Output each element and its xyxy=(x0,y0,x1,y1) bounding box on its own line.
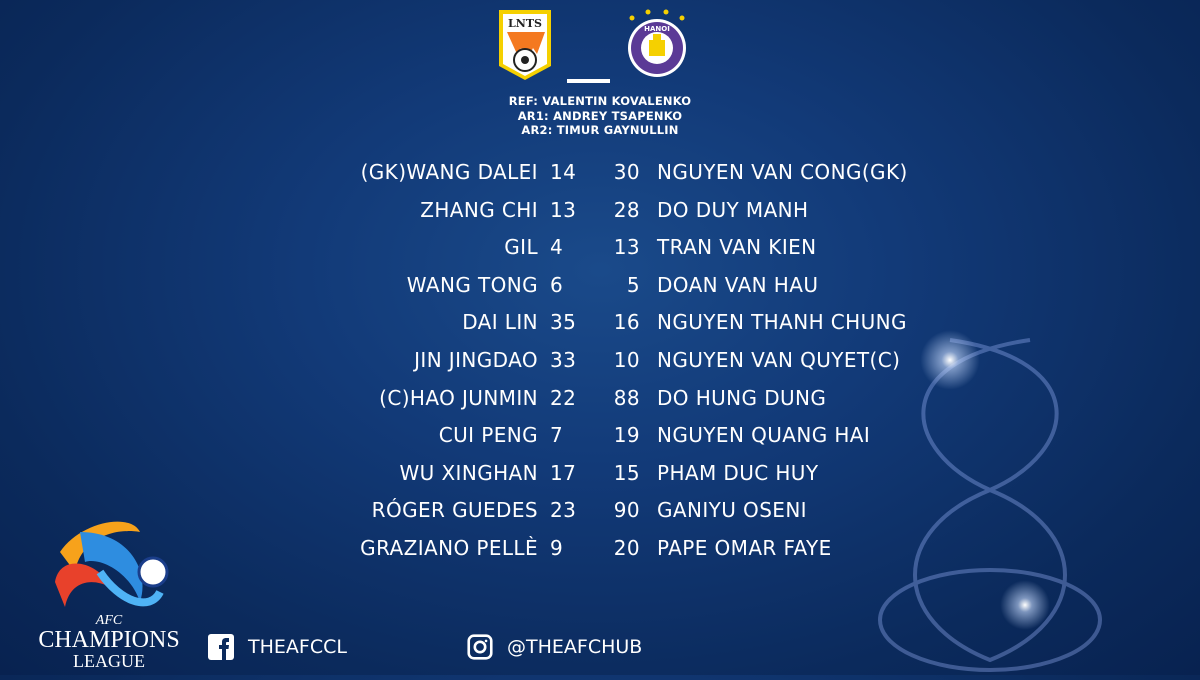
instagram-icon xyxy=(467,634,493,660)
away-player-name: PAPE OMAR FAYE xyxy=(657,536,832,560)
afc-champions-league-logo xyxy=(55,521,169,607)
away-player-number: 28 xyxy=(613,197,640,222)
lineup-row: DAI LIN 35 16 NGUYEN THANH CHUNG xyxy=(0,310,1200,340)
home-player-name: RÓGER GUEDES xyxy=(371,498,538,523)
svg-text:LNTS: LNTS xyxy=(508,17,542,30)
away-player-name: PHAM DUC HUY xyxy=(657,460,819,485)
lineup-row: CUI PENG 7 19 NGUYEN QUANG HAI xyxy=(0,423,1200,453)
home-player-name: DAI LIN xyxy=(462,310,538,335)
home-player-name: ZHANG CHI xyxy=(420,197,538,222)
home-player-number: 6 xyxy=(550,272,564,297)
champions-label: CHAMPIONS xyxy=(38,627,180,653)
home-player-number: 35 xyxy=(550,310,577,335)
home-player-name: CUI PENG xyxy=(438,423,538,448)
away-player-name: DO HUNG DUNG xyxy=(657,385,827,410)
instagram-handle[interactable]: @THEAFCHUB xyxy=(467,634,642,660)
away-player-number: 20 xyxy=(613,536,640,560)
sparkle xyxy=(1000,580,1050,630)
facebook-handle[interactable]: THEAFCCL xyxy=(208,634,347,660)
home-player-number: 9 xyxy=(550,536,564,560)
away-player-name: DOAN VAN HAU xyxy=(657,272,819,297)
away-player-name: TRAN VAN KIEN xyxy=(657,235,817,260)
away-player-name: NGUYEN VAN QUYET(C) xyxy=(657,348,901,372)
away-player-name: NGUYEN QUANG HAI xyxy=(657,423,871,448)
home-player-name: JIN JINGDAO xyxy=(414,348,538,372)
away-player-name: DO DUY MANH xyxy=(657,197,809,222)
away-player-number: 19 xyxy=(613,423,640,448)
svg-text:HANOI: HANOI xyxy=(644,25,670,33)
officials: REF: VALENTIN KOVALENKO AR1: ANDREY TSAP… xyxy=(460,94,740,138)
versus-dash xyxy=(567,79,610,83)
home-player-number: 33 xyxy=(550,348,577,372)
lineup-row: (C)HAO JUNMIN 22 88 DO HUNG DUNG xyxy=(0,386,1200,416)
away-player-number: 88 xyxy=(613,385,640,410)
afc-wordmark: AFC CHAMPIONS LEAGUE xyxy=(38,613,180,671)
facebook-label: THEAFCCL xyxy=(248,636,347,658)
home-player-number: 14 xyxy=(550,160,577,184)
shandong-luneng-logo: LNTS xyxy=(499,10,551,80)
afc-label: AFC xyxy=(95,613,123,628)
facebook-icon xyxy=(208,634,234,660)
lineup-row: GIL 4 13 TRAN VAN KIEN xyxy=(0,235,1200,265)
instagram-label: @THEAFCHUB xyxy=(507,636,643,658)
lineup-row: JIN JINGDAO 33 10 NGUYEN VAN QUYET(C) xyxy=(0,348,1200,378)
home-player-name: (GK)WANG DALEI xyxy=(360,160,538,184)
away-player-number: 15 xyxy=(613,460,640,485)
lineup-row: GRAZIANO PELLÈ 9 20 PAPE OMAR FAYE xyxy=(0,536,1200,566)
lineup-row: RÓGER GUEDES 23 90 GANIYU OSENI xyxy=(0,498,1200,528)
home-player-name: (C)HAO JUNMIN xyxy=(379,385,538,410)
away-player-number: 30 xyxy=(613,160,640,184)
home-player-name: GRAZIANO PELLÈ xyxy=(360,536,538,560)
home-player-number: 22 xyxy=(550,385,577,410)
away-player-name: GANIYU OSENI xyxy=(657,498,807,523)
referee: REF: VALENTIN KOVALENKO xyxy=(508,94,692,108)
away-player-number: 16 xyxy=(613,310,640,335)
assistant-referee-1: AR1: ANDREY TSAPENKO xyxy=(517,108,683,123)
hanoi-fc-logo: HANOI xyxy=(628,9,686,77)
home-player-number: 17 xyxy=(550,460,577,485)
away-player-name: NGUYEN VAN CONG(GK) xyxy=(657,160,908,184)
away-player-number: 90 xyxy=(613,498,640,523)
home-player-name: GIL xyxy=(504,235,538,260)
assistant-referee-2: AR2: TIMUR GAYNULLIN xyxy=(521,123,679,137)
home-player-number: 23 xyxy=(550,498,577,523)
away-player-number: 5 xyxy=(626,272,640,297)
lineup-row: (GK)WANG DALEI 14 30 NGUYEN VAN CONG(GK) xyxy=(0,160,1200,190)
league-label: LEAGUE xyxy=(73,651,145,671)
home-player-number: 4 xyxy=(550,235,564,260)
home-player-number: 7 xyxy=(550,423,564,448)
lineup-row: WANG TONG 6 5 DOAN VAN HAU xyxy=(0,273,1200,303)
sparkle xyxy=(920,330,980,390)
home-player-name: WANG TONG xyxy=(406,272,538,297)
home-player-number: 13 xyxy=(550,197,577,222)
lineup-row: ZHANG CHI 13 28 DO DUY MANH xyxy=(0,198,1200,228)
lineup-row: WU XINGHAN 17 15 PHAM DUC HUY xyxy=(0,461,1200,491)
away-player-name: NGUYEN THANH CHUNG xyxy=(657,310,907,335)
trophy-watermark xyxy=(878,338,1102,672)
away-player-number: 13 xyxy=(613,235,640,260)
home-player-name: WU XINGHAN xyxy=(399,460,538,485)
away-player-number: 10 xyxy=(613,348,640,372)
